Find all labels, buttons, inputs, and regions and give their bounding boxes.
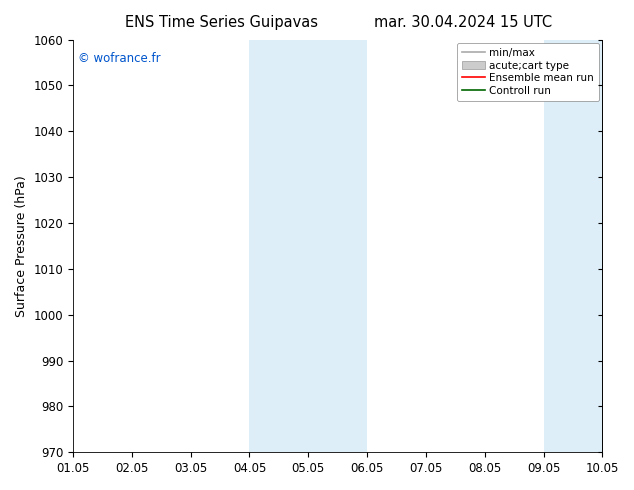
Bar [308, 40, 367, 452]
Legend: min/max, acute;cart type, Ensemble mean run, Controll run: min/max, acute;cart type, Ensemble mean … [457, 43, 599, 101]
Bar [543, 40, 602, 452]
Text: ENS Time Series Guipavas: ENS Time Series Guipavas [126, 15, 318, 30]
Text: mar. 30.04.2024 15 UTC: mar. 30.04.2024 15 UTC [374, 15, 552, 30]
Text: © wofrance.fr: © wofrance.fr [79, 52, 161, 65]
Y-axis label: Surface Pressure (hPa): Surface Pressure (hPa) [15, 175, 28, 317]
Bar [249, 40, 308, 452]
